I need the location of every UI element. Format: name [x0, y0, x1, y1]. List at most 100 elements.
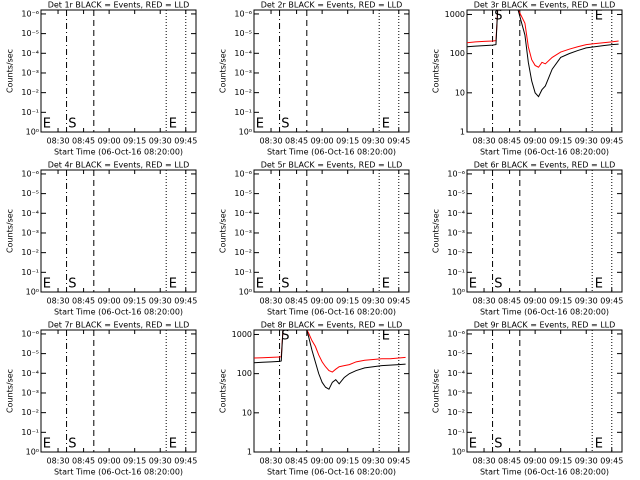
x-tick-label: 09:30 [575, 297, 598, 306]
y-tick-label: 10⁻¹ [21, 268, 39, 277]
x-tick-label: 09:00 [311, 457, 334, 466]
x-tick-label: 09:00 [98, 457, 121, 466]
plot-frame [253, 9, 410, 133]
annotation: E [256, 117, 264, 132]
y-tick-label: 10⁻⁴ [21, 209, 39, 218]
chart-title: Det 6r BLACK = Events, RED = LLD [474, 161, 616, 170]
plot-frame [40, 9, 197, 133]
x-tick-label: 09:15 [336, 457, 359, 466]
x-tick-label: 08:45 [285, 137, 308, 146]
annotation: E [382, 117, 390, 132]
x-tick-label: 08:45 [498, 457, 521, 466]
x-tick-label: 08:30 [473, 457, 496, 466]
x-tick-label: 09:30 [575, 137, 598, 146]
y-tick-label: 10⁻² [21, 88, 39, 97]
x-tick-label: 09:30 [575, 457, 598, 466]
y-tick-label: 10⁻⁶ [447, 329, 465, 338]
x-tick-label: 09:30 [149, 297, 172, 306]
annotation: E [43, 437, 51, 452]
plot-frame [253, 169, 410, 293]
annotation: S [494, 277, 502, 292]
y-axis-label: Counts/sec [219, 49, 228, 93]
y-tick-label: 10⁻⁵ [234, 29, 252, 38]
x-tick-label: 08:45 [72, 137, 95, 146]
y-tick-label: 10⁰ [26, 288, 39, 297]
chart-title: Det 8r BLACK = Events, RED = LLD [261, 321, 403, 330]
x-tick-label: 08:30 [260, 457, 283, 466]
x-tick-label: 09:00 [524, 137, 547, 146]
y-tick-label: 10⁻³ [447, 388, 465, 397]
plot-frame [253, 329, 410, 453]
annotation: E [169, 437, 177, 452]
y-tick-label: 1 [460, 128, 465, 137]
y-tick-label: 10⁻¹ [21, 428, 39, 437]
x-tick-label: 08:45 [285, 457, 308, 466]
annotation: S [494, 437, 502, 452]
chart-title: Det 3r BLACK = Events, RED = LLD [474, 1, 616, 10]
y-axis-label: Counts/sec [6, 369, 15, 413]
plot-frame [40, 169, 197, 293]
x-tick-label: 09:15 [549, 137, 572, 146]
x-tick-label: 09:45 [387, 457, 410, 466]
y-tick-label: 10⁻⁵ [447, 349, 465, 358]
y-tick-label: 10⁻⁵ [447, 189, 465, 198]
x-tick-label: 08:45 [498, 297, 521, 306]
y-tick-label: 10⁻⁵ [234, 189, 252, 198]
annotation: E [595, 437, 603, 452]
y-tick-label: 10⁻⁴ [21, 49, 39, 58]
x-tick-label: 08:45 [285, 297, 308, 306]
y-tick-label: 10⁻² [234, 88, 252, 97]
x-tick-label: 08:45 [498, 137, 521, 146]
y-tick-label: 10⁰ [452, 288, 465, 297]
annotation: E [256, 277, 264, 292]
y-tick-label: 10⁰ [26, 128, 39, 137]
annotation: E [169, 277, 177, 292]
x-tick-label: 09:45 [387, 137, 410, 146]
y-axis-label: Counts/sec [6, 209, 15, 253]
plot-frame [466, 9, 623, 133]
annotation: S [494, 9, 502, 24]
y-tick-label: 1000 [445, 10, 465, 19]
y-tick-label: 10 [455, 88, 465, 97]
x-axis-label: Start Time (06-Oct-16 08:20:00) [480, 148, 609, 157]
y-tick-label: 10⁻² [447, 408, 465, 417]
y-tick-label: 10⁰ [239, 128, 252, 137]
y-tick-label: 10⁻¹ [234, 108, 252, 117]
series-line [467, 10, 619, 98]
y-axis-label: Counts/sec [432, 209, 441, 253]
annotation: E [382, 329, 390, 344]
x-tick-label: 08:45 [72, 457, 95, 466]
y-tick-label: 10⁻⁴ [21, 369, 39, 378]
x-tick-label: 08:30 [47, 457, 70, 466]
x-tick-label: 09:15 [336, 297, 359, 306]
y-tick-label: 10⁻³ [447, 228, 465, 237]
annotation: S [68, 277, 76, 292]
x-tick-label: 08:30 [473, 297, 496, 306]
y-tick-label: 10⁻⁶ [21, 329, 39, 338]
chart-title: Det 2r BLACK = Events, RED = LLD [261, 1, 403, 10]
y-axis-label: Counts/sec [6, 49, 15, 93]
x-tick-label: 09:45 [600, 137, 623, 146]
x-tick-label: 09:00 [311, 137, 334, 146]
x-tick-label: 08:30 [47, 137, 70, 146]
annotation: E [43, 277, 51, 292]
x-tick-label: 09:15 [123, 457, 146, 466]
y-tick-label: 10 [242, 408, 252, 417]
y-tick-label: 10⁻⁵ [21, 29, 39, 38]
chart-title: Det 7r BLACK = Events, RED = LLD [48, 321, 190, 330]
x-tick-label: 08:30 [473, 137, 496, 146]
y-tick-label: 10⁻⁴ [447, 369, 465, 378]
annotation: E [595, 277, 603, 292]
annotation: E [43, 117, 51, 132]
y-tick-label: 10⁻⁶ [447, 169, 465, 178]
x-axis-label: Start Time (06-Oct-16 08:20:00) [267, 148, 396, 157]
x-tick-label: 09:15 [123, 297, 146, 306]
x-tick-label: 09:15 [123, 137, 146, 146]
chart-title: Det 4r BLACK = Events, RED = LLD [48, 161, 190, 170]
x-tick-label: 09:45 [387, 297, 410, 306]
x-tick-label: 08:30 [260, 297, 283, 306]
y-tick-label: 10⁻⁵ [21, 349, 39, 358]
y-tick-label: 10⁻⁶ [21, 9, 39, 18]
annotation: E [382, 277, 390, 292]
x-tick-label: 08:30 [47, 297, 70, 306]
